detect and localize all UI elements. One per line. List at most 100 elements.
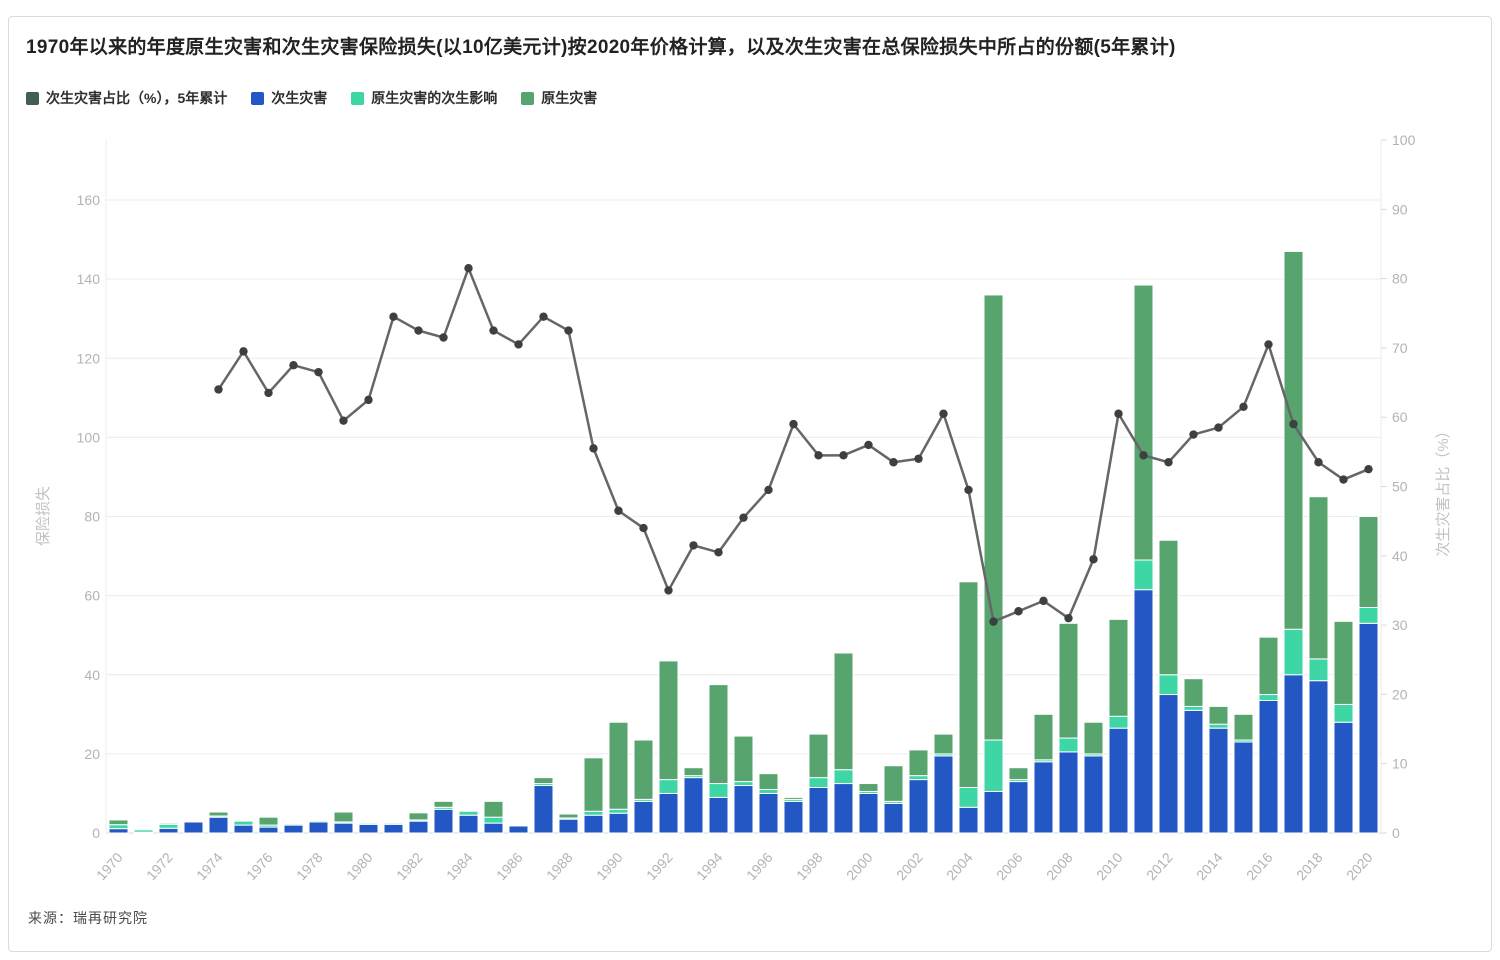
bar-segment [508, 825, 529, 834]
left-axis-tick-label: 120 [77, 350, 101, 366]
bar-segment [108, 824, 129, 830]
bar-segment [1333, 703, 1354, 723]
line-marker [239, 347, 248, 356]
line-marker [739, 513, 748, 522]
bar-segment [1358, 516, 1379, 608]
bar-segment [1358, 622, 1379, 834]
bar-segment [1083, 755, 1104, 834]
line-marker [439, 333, 448, 342]
bar-segment [383, 822, 404, 825]
left-axis-tick-label: 60 [84, 588, 100, 604]
right-axis-tick-label: 20 [1392, 686, 1408, 702]
line-marker [464, 264, 473, 273]
bar-segment [1183, 678, 1204, 707]
bar-segment [1258, 636, 1279, 696]
bar-segment [158, 822, 179, 825]
chart-title: 1970年以来的年度原生灾害和次生灾害保险损失(以10亿美元计)按2020年价格… [26, 37, 1176, 58]
legend-item: 原生灾害 [521, 88, 597, 108]
left-axis-tick-label: 100 [77, 429, 101, 445]
bar-segment [558, 813, 579, 819]
line-marker [689, 541, 698, 550]
bar-segment [358, 823, 379, 834]
bar-segment [1108, 715, 1129, 729]
x-axis-tick-label: 1974 [193, 849, 226, 883]
bar-segment [908, 779, 929, 834]
line-marker [939, 409, 948, 418]
bar-segment [333, 822, 354, 834]
line-marker [789, 419, 798, 429]
x-axis-tick-label: 1978 [293, 849, 326, 883]
line-marker [1314, 458, 1323, 467]
line-marker [814, 451, 823, 460]
bar-segment [283, 823, 304, 826]
bar-segment [808, 777, 829, 789]
line-marker [564, 326, 573, 335]
bar-segment [158, 827, 179, 834]
left-axis-tick-label: 160 [77, 192, 101, 208]
bar-segment [1133, 284, 1154, 561]
bar-segment [1058, 751, 1079, 834]
left-axis-tick-label: 140 [77, 271, 101, 287]
bar-segment [158, 823, 179, 829]
bar-segment [233, 824, 254, 834]
bar-segment [1158, 539, 1179, 676]
bar-segment [633, 800, 654, 834]
bar-segment [1358, 606, 1379, 624]
bar-segment [208, 816, 229, 834]
right-axis-tick-label: 10 [1392, 756, 1408, 772]
line-marker [1064, 613, 1073, 623]
bar-segment [1133, 589, 1154, 834]
source-note: 来源：瑞再研究院 [28, 910, 148, 926]
bar-segment [783, 800, 804, 834]
bar-segment [608, 721, 629, 810]
left-axis-tick-label: 40 [84, 667, 100, 683]
bar-segment [1208, 705, 1229, 725]
bar-segment [233, 820, 254, 826]
bar-segment [1233, 713, 1254, 741]
bar-segment [1108, 618, 1129, 717]
bar-segment [458, 814, 479, 834]
bar-segment [983, 294, 1004, 741]
bar-segment [933, 733, 954, 755]
legend-item: 次生灾害占比（%），5年累计 [26, 88, 227, 108]
legend: 次生灾害占比（%），5年累计 次生灾害 原生灾害的次生影响 原生灾害 [26, 88, 597, 108]
x-axis-tick-label: 1976 [243, 849, 276, 883]
bar-segment [983, 790, 1004, 834]
line-marker [989, 617, 998, 626]
bar-segment [883, 802, 904, 834]
bar-segment [1233, 741, 1254, 834]
x-axis-tick-label: 1990 [593, 849, 626, 883]
line-marker [864, 440, 873, 450]
bar-segment [308, 820, 329, 823]
line-marker [514, 340, 523, 349]
x-axis-tick-label: 1988 [543, 849, 576, 883]
line-marker [1139, 451, 1148, 460]
bar-segment [1208, 727, 1229, 834]
x-axis-tick-label: 2004 [943, 849, 976, 883]
bar-segment [408, 820, 429, 834]
line-marker [914, 454, 923, 463]
bar-segment [1033, 761, 1054, 834]
line-marker [664, 586, 673, 595]
bar-segment [483, 822, 504, 834]
line-marker [214, 385, 223, 394]
bar-segment [783, 796, 804, 800]
legend-item-label: 原生灾害 [541, 90, 598, 106]
legend-swatch-icon [351, 91, 365, 105]
bar-segment [1008, 781, 1029, 834]
legend-item-label: 原生灾害的次生影响 [371, 90, 498, 106]
bar-segment [608, 812, 629, 834]
bar-segment [733, 785, 754, 834]
bar-segment [1033, 713, 1054, 761]
right-axis-tick-label: 80 [1392, 271, 1408, 287]
bar-segment [108, 819, 129, 826]
bar-segment [458, 810, 479, 816]
line-marker [1189, 430, 1198, 439]
x-axis-tick-label: 2010 [1093, 849, 1126, 883]
bar-segment [333, 811, 354, 823]
bar-segment [1108, 727, 1129, 834]
bar-segment [558, 818, 579, 834]
line-marker [364, 395, 373, 405]
line-marker [539, 312, 548, 321]
secondary-share-line [217, 266, 1369, 623]
